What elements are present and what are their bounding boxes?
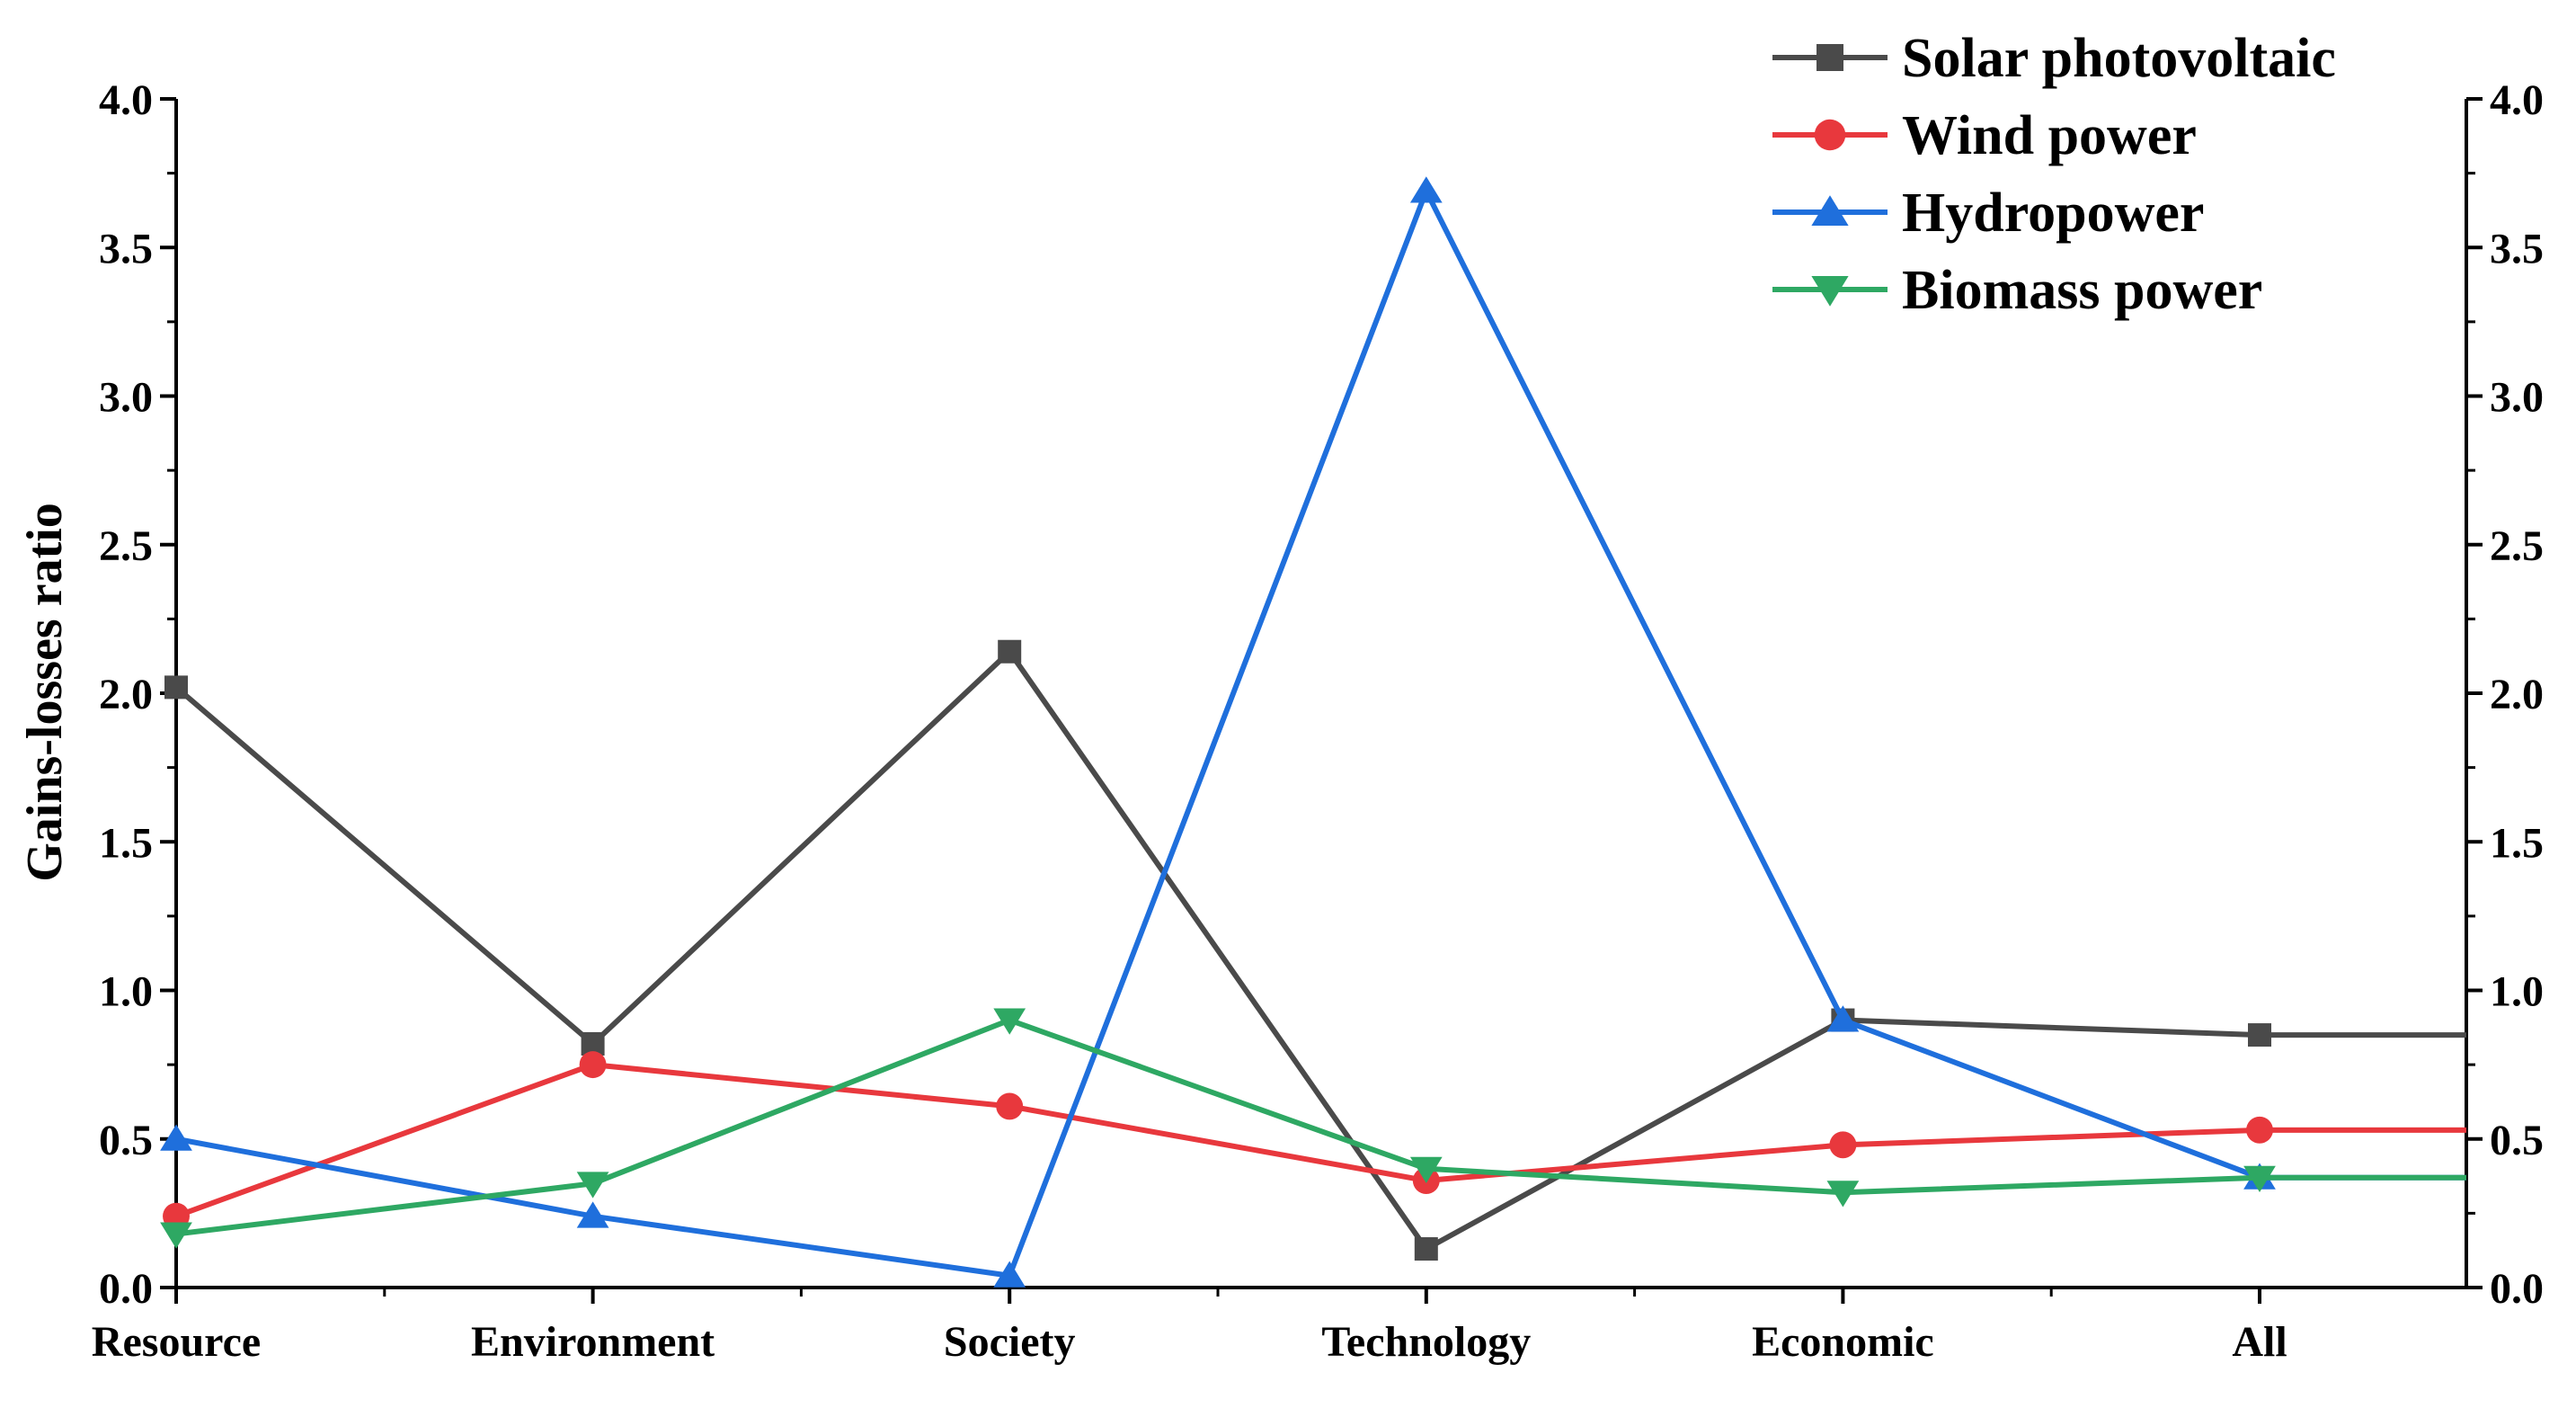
series-biomass-power bbox=[160, 1008, 2466, 1249]
legend: Solar photovoltaic Wind power Hydropower Bi… bbox=[1772, 28, 2336, 321]
x-tick-label: Technology bbox=[1321, 1318, 1531, 1366]
y-tick-label-right: 3.5 bbox=[2490, 225, 2544, 272]
data-point bbox=[996, 1092, 1024, 1120]
legend-label: Solar photovoltaic bbox=[1902, 28, 2336, 89]
data-point bbox=[160, 1222, 192, 1249]
y-tick-label-left: 2.0 bbox=[99, 671, 153, 718]
y-tick-label-left: 4.0 bbox=[99, 76, 153, 124]
data-point bbox=[579, 1051, 607, 1079]
data-point bbox=[1829, 1131, 1857, 1159]
legend-marker bbox=[1814, 119, 1846, 151]
data-point bbox=[160, 1124, 192, 1151]
legend-label: Biomass power bbox=[1902, 260, 2262, 321]
data-point bbox=[1826, 1181, 1860, 1208]
x-tick-label: All bbox=[2232, 1318, 2287, 1366]
x-tick-label: Resource bbox=[92, 1318, 261, 1366]
data-point bbox=[1409, 1156, 1443, 1184]
y-axis-title: Gains-losses ratio bbox=[17, 503, 73, 882]
data-point bbox=[998, 639, 1022, 664]
data-point bbox=[576, 1172, 609, 1199]
data-point bbox=[993, 1261, 1026, 1288]
x-tick-label: Environment bbox=[471, 1318, 715, 1366]
y-tick-label-left: 2.5 bbox=[99, 522, 153, 570]
data-point bbox=[2243, 1165, 2276, 1192]
y-tick-label-right: 2.0 bbox=[2490, 671, 2544, 718]
data-point bbox=[576, 1201, 609, 1228]
y-tick-label-right: 4.0 bbox=[2490, 76, 2544, 124]
data-point bbox=[164, 675, 188, 700]
y-tick-label-left: 1.5 bbox=[99, 819, 153, 867]
y-tick-label-left: 1.0 bbox=[99, 968, 153, 1016]
y-tick-label-left: 0.5 bbox=[99, 1117, 153, 1164]
y-tick-label-left: 0.0 bbox=[99, 1265, 153, 1313]
legend-marker bbox=[1817, 44, 1843, 71]
x-tick-label: Economic bbox=[1752, 1318, 1934, 1366]
legend-label: Wind power bbox=[1902, 105, 2197, 166]
legend-marker bbox=[1811, 195, 1849, 226]
series-hydropower bbox=[160, 176, 2466, 1288]
data-point bbox=[1414, 1237, 1438, 1261]
y-tick-label-right: 3.0 bbox=[2490, 374, 2544, 422]
data-point bbox=[993, 1008, 1026, 1035]
legend-marker bbox=[1811, 276, 1849, 307]
y-tick-label-right: 0.0 bbox=[2490, 1265, 2544, 1313]
data-point bbox=[1826, 1005, 1860, 1032]
data-point bbox=[2246, 1116, 2273, 1144]
series-solar-photovoltaic bbox=[164, 639, 2466, 1261]
y-tick-label-right: 2.5 bbox=[2490, 522, 2544, 570]
axes: 0.0 0.0 0.5 0.5 1.0 1.0 1.5 1.5 2.0 2.0 2.5 2.5 3.0 3… bbox=[92, 76, 2544, 1366]
y-tick-label-left: 3.5 bbox=[99, 225, 153, 272]
series-line bbox=[175, 188, 2466, 1279]
y-tick-label-right: 1.0 bbox=[2490, 968, 2544, 1016]
y-tick-label-right: 1.5 bbox=[2490, 819, 2544, 867]
data-point bbox=[1409, 176, 1443, 203]
x-tick-label: Society bbox=[944, 1318, 1076, 1366]
y-tick-label-left: 3.0 bbox=[99, 374, 153, 422]
data-point bbox=[2248, 1023, 2271, 1047]
legend-label: Hydropower bbox=[1902, 183, 2204, 244]
y-tick-label-right: 0.5 bbox=[2490, 1117, 2544, 1164]
series-layer bbox=[160, 176, 2466, 1288]
